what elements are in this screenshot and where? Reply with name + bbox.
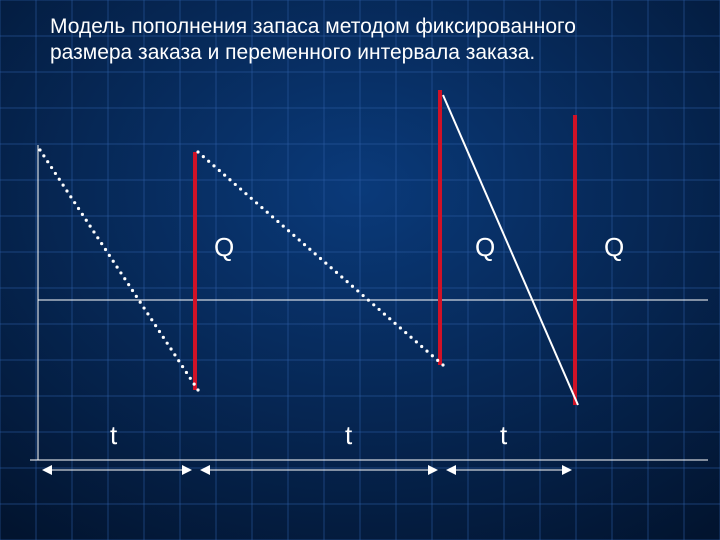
t-label-0: t xyxy=(110,420,117,451)
t-label-2: t xyxy=(500,420,507,451)
q-label-1: Q xyxy=(475,232,495,263)
slide-stage: Модель пополнения запаса методом фиксиро… xyxy=(0,0,720,540)
t-label-1: t xyxy=(345,420,352,451)
q-label-2: Q xyxy=(604,232,624,263)
inventory-diagram xyxy=(0,0,720,540)
q-label-0: Q xyxy=(214,232,234,263)
